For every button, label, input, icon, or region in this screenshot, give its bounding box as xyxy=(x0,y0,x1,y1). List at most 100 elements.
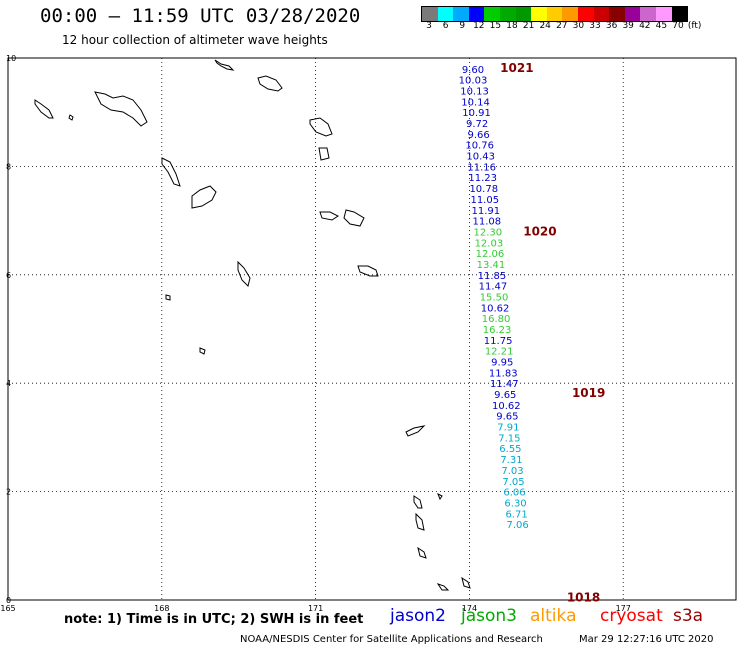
latitude-tick-label: 6 xyxy=(6,271,11,280)
wave-height-label: 10.78 xyxy=(469,184,498,195)
pressure-label: 1018 xyxy=(567,590,600,604)
pressure-label: 1021 xyxy=(500,61,533,75)
wave-height-label: 11.08 xyxy=(473,217,502,228)
color-swatch xyxy=(609,7,625,21)
island xyxy=(357,265,379,277)
wave-height-label: 11.83 xyxy=(489,368,518,379)
island xyxy=(161,157,181,187)
latitude-tick-label: 8 xyxy=(6,162,11,171)
color-swatch xyxy=(499,7,516,21)
wave-height-label: 7.05 xyxy=(502,477,524,488)
island xyxy=(94,91,148,127)
color-scale-label: 15 xyxy=(489,21,502,31)
color-swatch xyxy=(671,7,688,21)
wave-height-label: 10.13 xyxy=(460,87,489,98)
island xyxy=(405,425,426,437)
satellite-legend-item: jason2 xyxy=(390,606,446,626)
color-swatch xyxy=(593,7,610,21)
map-grid: 165 168 171 174 177 0 2 4 6 8 10 xyxy=(0,54,737,613)
wave-height-label: 6.06 xyxy=(503,488,525,499)
color-scale-label: 18 xyxy=(506,21,518,31)
island xyxy=(415,512,425,531)
pressure-label: 1020 xyxy=(523,224,556,238)
wave-height-label: 12.06 xyxy=(476,249,505,260)
satellite-legend-item: altika xyxy=(530,606,577,626)
island xyxy=(309,117,333,137)
color-scale-label: 33 xyxy=(589,21,601,31)
wave-height-label: 10.62 xyxy=(481,303,510,314)
color-scale-label: 45 xyxy=(655,21,668,31)
island xyxy=(436,583,450,591)
color-swatch xyxy=(484,7,500,21)
satellite-legend-item: jason3 xyxy=(461,606,517,626)
wave-height-label: 10.03 xyxy=(459,76,488,87)
wave-height-label: 11.16 xyxy=(467,162,496,173)
color-swatch xyxy=(422,7,438,21)
map-subtitle: 12 hour collection of altimeter wave hei… xyxy=(62,33,328,47)
island xyxy=(199,347,206,355)
wave-height-label: 9.60 xyxy=(462,65,484,76)
color-scale-label: (ft) xyxy=(687,21,702,31)
map-title: 00:00 – 11:59 UTC 03/28/2020 xyxy=(40,5,361,27)
island xyxy=(191,185,217,209)
color-swatch xyxy=(562,7,578,21)
wave-height-label: 9.72 xyxy=(466,119,488,130)
wave-height-label: 6.30 xyxy=(504,498,526,509)
color-scale-label: 12 xyxy=(473,21,485,31)
island xyxy=(34,99,54,119)
wave-height-label: 9.66 xyxy=(468,130,490,141)
wave-height-label: 9.95 xyxy=(491,358,513,369)
island xyxy=(343,209,365,227)
color-scale-label: 30 xyxy=(572,21,585,31)
color-swatch xyxy=(437,7,454,21)
wave-height-label: 7.91 xyxy=(497,423,519,434)
island xyxy=(68,114,74,121)
color-scale-label: 9 xyxy=(459,21,466,31)
wave-height-label: 10.43 xyxy=(466,152,495,163)
island xyxy=(318,147,330,161)
satellite-legend-item: cryosat xyxy=(600,606,663,626)
wave-height-label: 9.65 xyxy=(494,390,516,401)
footer-timestamp: Mar 29 12:27:16 UTC 2020 xyxy=(579,634,714,645)
color-scale-label: 6 xyxy=(442,21,449,31)
latitude-tick-label: 10 xyxy=(6,54,16,63)
wave-height-label: 15.50 xyxy=(480,292,509,303)
wave-height-label: 12.21 xyxy=(485,347,514,358)
footer-note: note: 1) Time is in UTC; 2) SWH is in fe… xyxy=(64,612,364,627)
wave-height-label: 16.80 xyxy=(482,314,511,325)
wave-height-label: 12.03 xyxy=(475,238,504,249)
wave-height-label: 11.85 xyxy=(478,271,507,282)
island xyxy=(461,576,471,589)
island xyxy=(237,260,251,287)
pressure-label: 1019 xyxy=(572,386,605,400)
wave-height-label: 11.75 xyxy=(484,336,513,347)
color-scale-label: 70 xyxy=(672,21,684,31)
longitude-tick-label: 174 xyxy=(462,604,477,613)
island xyxy=(413,495,423,509)
island xyxy=(257,75,283,92)
footer-credit: NOAA/NESDIS Center for Satellite Applica… xyxy=(240,634,543,645)
island xyxy=(214,59,235,71)
color-scale-label: 3 xyxy=(426,21,432,31)
color-swatch xyxy=(453,7,469,21)
wave-height-label: 7.03 xyxy=(501,466,523,477)
island xyxy=(165,294,171,301)
wave-height-label: 7.15 xyxy=(498,433,520,444)
wave-height-label: 11.47 xyxy=(490,379,519,390)
wave-height-label: 10.14 xyxy=(461,97,490,108)
color-swatch xyxy=(640,7,656,21)
map-frame xyxy=(7,57,737,601)
longitude-tick-label: 165 xyxy=(0,604,15,613)
wave-height-label: 6.71 xyxy=(505,509,527,520)
latitude-tick-label: 2 xyxy=(6,488,11,497)
observation-labels: 9.6010.0310.1310.1410.919.729.6610.7610.… xyxy=(459,65,529,531)
color-swatch xyxy=(624,7,641,21)
color-scale-label: 42 xyxy=(639,21,651,31)
longitude-tick-label: 171 xyxy=(308,604,323,613)
wave-height-label: 10.62 xyxy=(492,401,521,412)
color-swatch xyxy=(577,7,594,21)
wave-height-label: 11.05 xyxy=(470,195,499,206)
wave-height-label: 11.47 xyxy=(479,282,508,293)
island xyxy=(437,492,443,501)
wave-height-label: 11.91 xyxy=(471,206,500,217)
